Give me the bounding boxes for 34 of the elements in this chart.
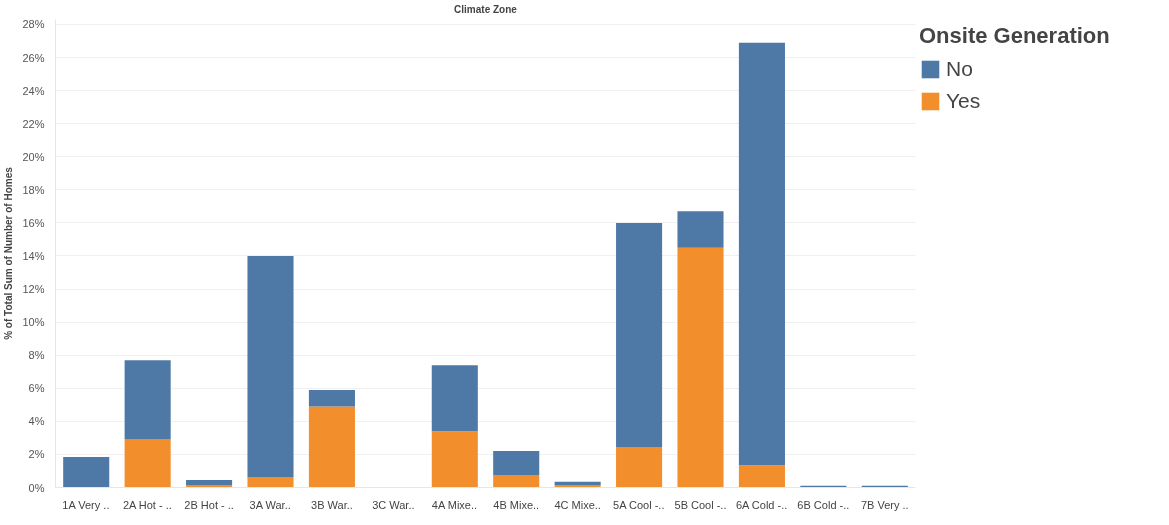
y-tick-label: 8% xyxy=(28,349,45,362)
x-tick-label: 4B Mixe.. xyxy=(493,498,540,511)
y-tick-label: 4% xyxy=(28,415,45,428)
x-tick-label: 6A Cold -.. xyxy=(735,498,788,511)
x-tick-label: 3B War.. xyxy=(311,498,353,511)
x-axis-title: Climate Zone xyxy=(454,3,518,15)
y-tick-label: 20% xyxy=(22,150,45,163)
y-tick-label: 26% xyxy=(22,51,45,64)
x-tick-label: 1A Very .. xyxy=(62,498,110,511)
y-tick-label: 0% xyxy=(28,481,45,494)
x-tick-label: 5A Cool -.. xyxy=(613,498,665,511)
y-tick-label: 22% xyxy=(22,117,45,130)
x-tick-label: 7B Very .. xyxy=(860,498,909,511)
y-tick-label: 2% xyxy=(28,448,45,461)
x-tick-label: 6B Cold -.. xyxy=(797,498,850,511)
y-tick-label: 14% xyxy=(22,249,45,262)
x-tick-label: 2B Hot - .. xyxy=(184,498,234,511)
y-tick-label: 18% xyxy=(22,183,45,196)
y-tick-label: 24% xyxy=(22,84,45,97)
x-tick-label: 3C War.. xyxy=(372,498,415,511)
x-tick-label: 3A War.. xyxy=(249,498,291,511)
y-tick-label: 12% xyxy=(22,283,45,296)
legend-label: Yes xyxy=(946,89,981,113)
y-tick-label: 6% xyxy=(28,382,45,395)
y-tick-label: 28% xyxy=(22,18,45,31)
legend-title: Onsite Generation xyxy=(919,23,1110,49)
y-tick-label: 10% xyxy=(22,316,45,329)
y-tick-label: 16% xyxy=(22,216,45,229)
y-axis-title: % of Total Sum of Number of Homes xyxy=(3,166,15,340)
x-tick-label: 2A Hot - .. xyxy=(122,498,172,511)
legend-label: No xyxy=(946,57,973,81)
x-tick-label: 4C Mixe.. xyxy=(554,498,601,511)
x-tick-label: 4A Mixe.. xyxy=(431,498,478,511)
x-tick-label: 5B Cool -.. xyxy=(674,498,727,511)
